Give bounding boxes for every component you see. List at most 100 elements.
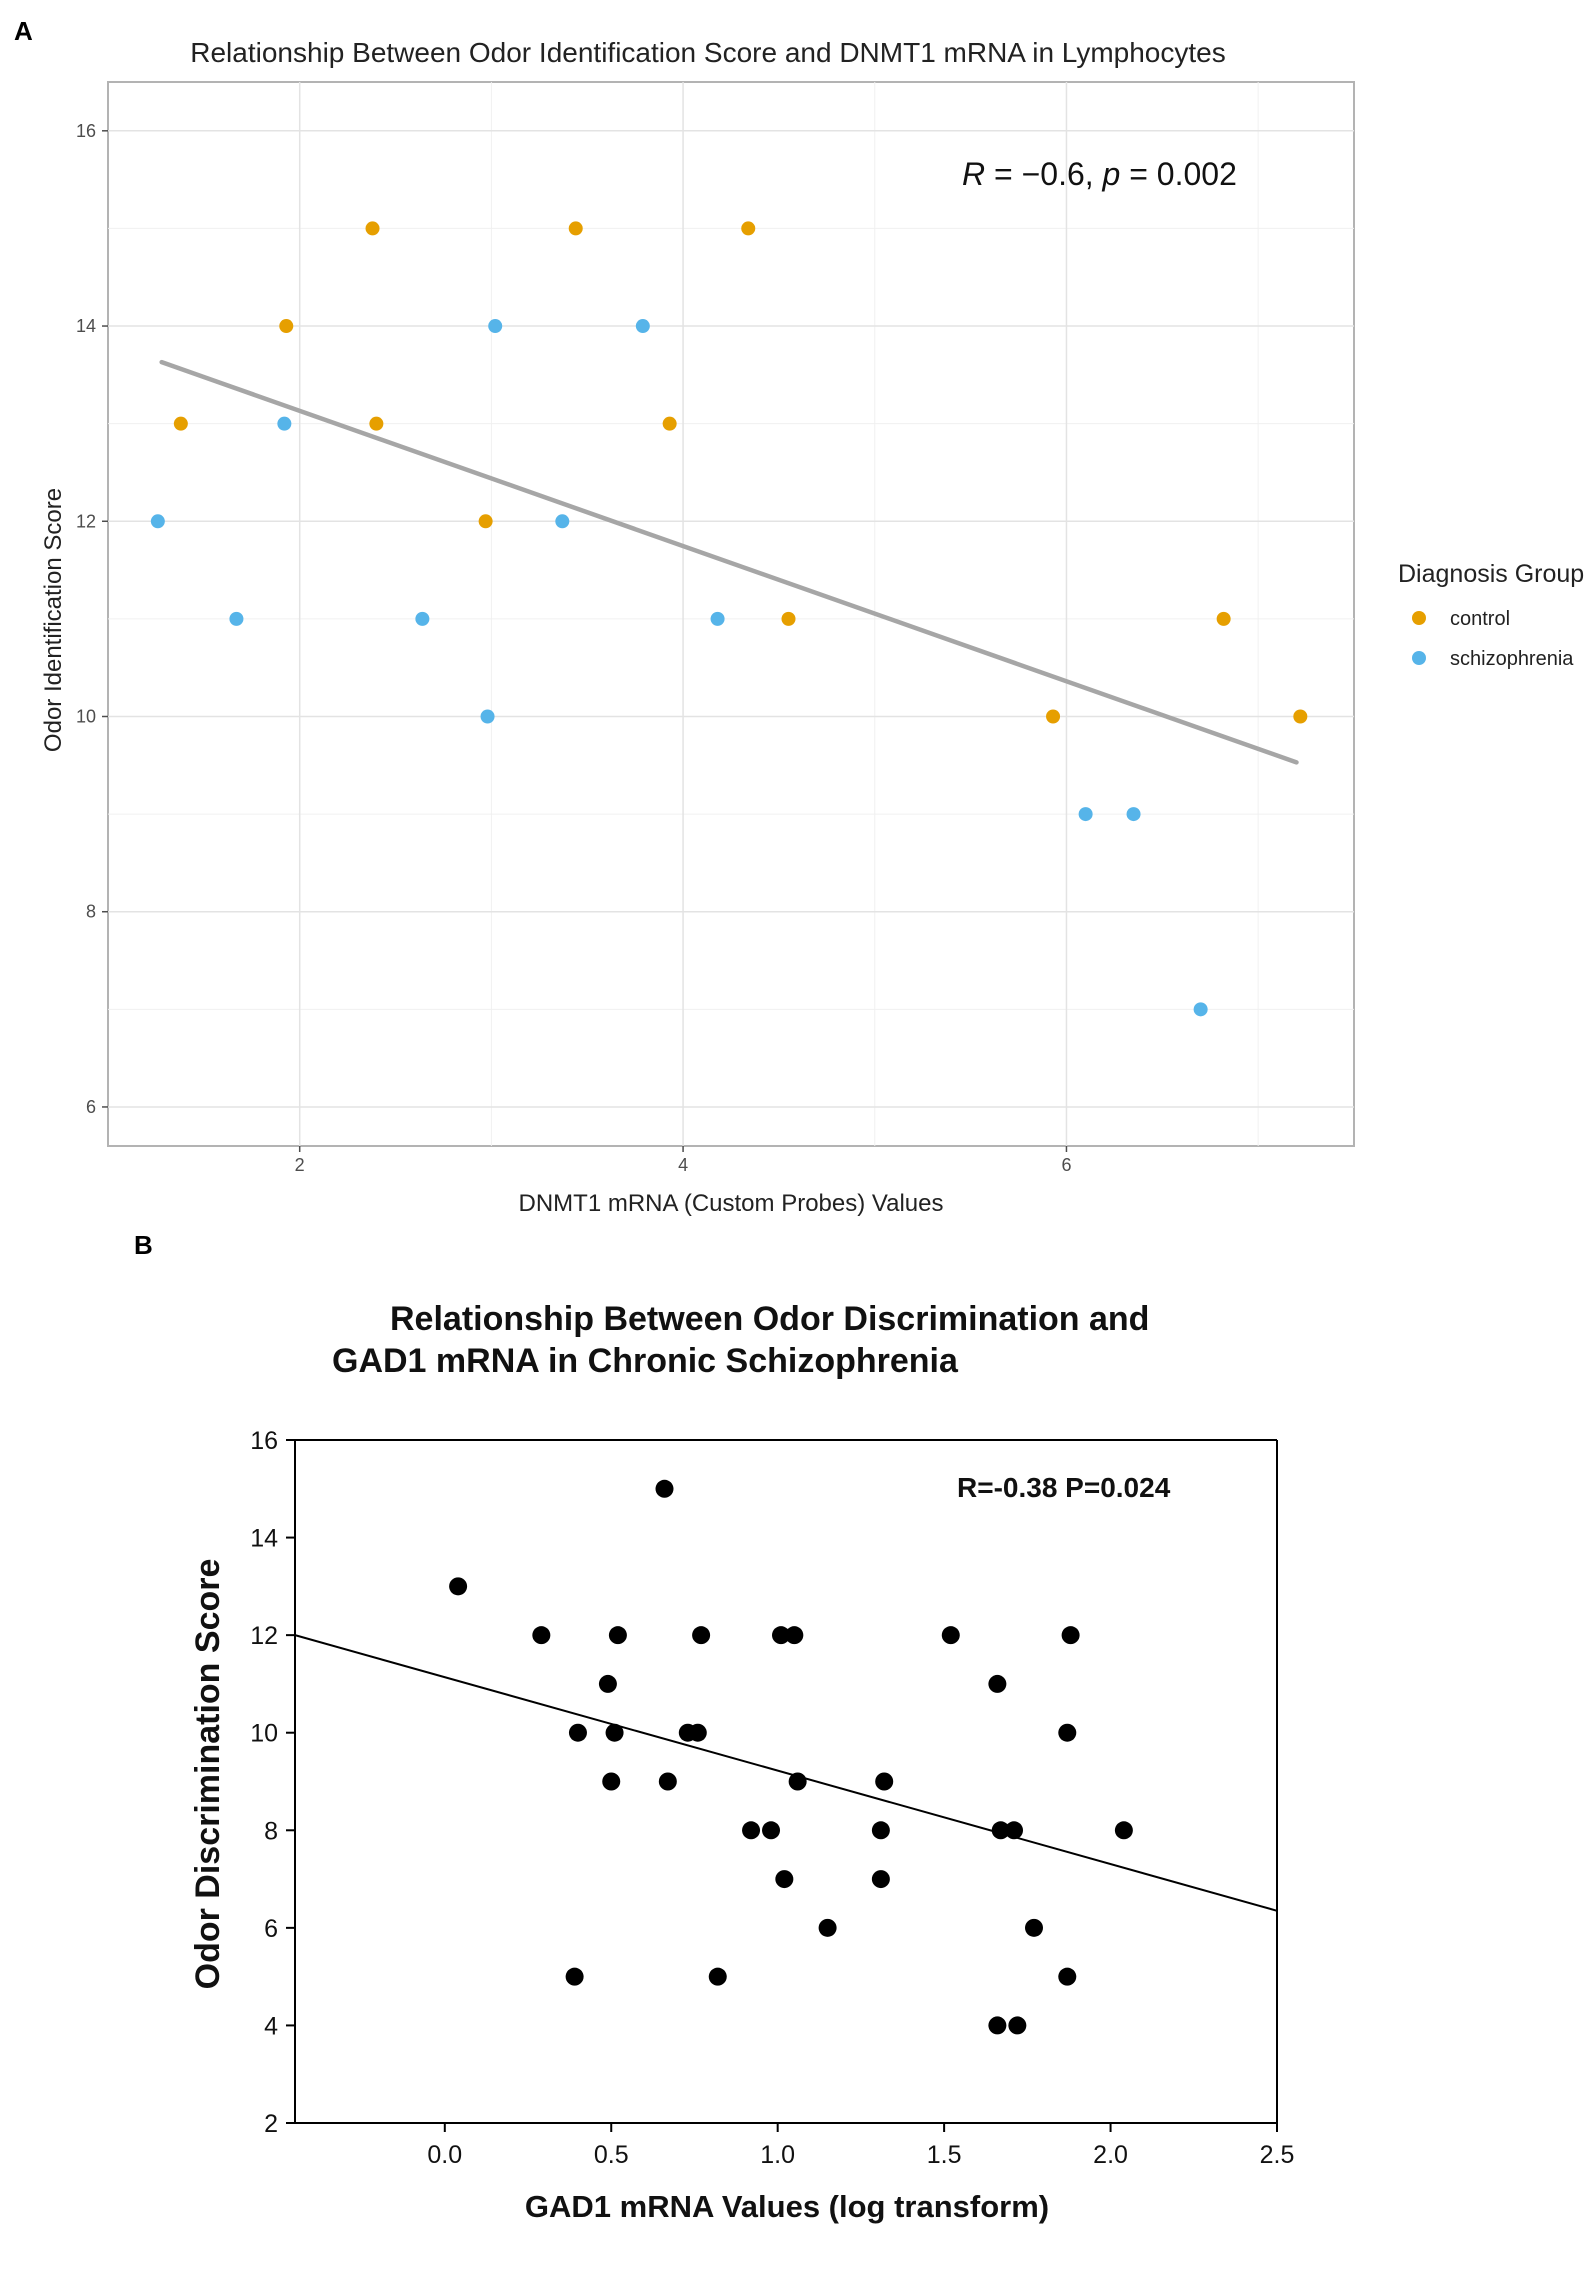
data-point [692, 1626, 711, 1645]
data-point [742, 1821, 761, 1840]
x-tick-label: 2 [295, 1155, 305, 1175]
panel-b-title-line-1: Relationship Between Odor Discrimination… [390, 1300, 1149, 1338]
panel-b-trend-line-group [294, 1634, 1278, 1912]
data-point [775, 1870, 794, 1889]
x-tick-label: 6 [1061, 1155, 1071, 1175]
data-point-control [369, 416, 384, 431]
data-point-schizophrenia [229, 611, 244, 626]
data-point [708, 1967, 727, 1986]
x-tick-label: 1.5 [927, 2141, 962, 2169]
x-tick-label: 2.5 [1260, 2141, 1295, 2169]
data-point-control [478, 514, 493, 529]
data-point-control [568, 221, 583, 236]
y-tick-label: 2 [264, 2110, 278, 2138]
data-point [988, 1674, 1007, 1693]
panel-a: A Relationship Between Odor Identificati… [14, 16, 1584, 1217]
data-point-schizophrenia [635, 319, 650, 334]
data-point-schizophrenia [710, 611, 725, 626]
data-point [941, 1626, 960, 1645]
data-point [762, 1821, 781, 1840]
y-tick-label: 8 [264, 1817, 278, 1845]
data-point [772, 1626, 791, 1645]
data-point [565, 1967, 584, 1986]
data-point-control [279, 319, 294, 334]
y-tick-label: 10 [250, 1720, 278, 1748]
panel-b-letter: B [134, 1230, 153, 1260]
panel-a-stat-r: R [962, 156, 985, 192]
data-point [598, 1674, 617, 1693]
data-point [602, 1772, 621, 1791]
panel-b-points [449, 1479, 1133, 2035]
x-tick-label: 1.0 [760, 2141, 795, 2169]
data-point [655, 1479, 674, 1498]
data-point-schizophrenia [1078, 807, 1093, 822]
data-point-schizophrenia [1126, 807, 1141, 822]
legend-control-marker [1412, 611, 1426, 625]
data-point-control [173, 416, 188, 431]
panel-a-points [150, 221, 1308, 1017]
data-point-schizophrenia [277, 416, 292, 431]
panel-b-stat-annotation: R=-0.38 P=0.024 [957, 1472, 1171, 1503]
data-point [788, 1772, 807, 1791]
data-point-schizophrenia [488, 319, 503, 334]
data-point [991, 1821, 1010, 1840]
panel-a-letter: A [14, 16, 33, 46]
data-point [608, 1626, 627, 1645]
panel-b-y-axis-label: Odor Discrimination Score [189, 1559, 227, 1990]
x-tick-label: 0.0 [427, 2141, 462, 2169]
data-point [871, 1821, 890, 1840]
y-tick-label: 16 [76, 121, 96, 141]
data-point-schizophrenia [1193, 1002, 1208, 1017]
panel-b-title-line-2: GAD1 mRNA in Chronic Schizophrenia [332, 1342, 959, 1380]
x-tick-label: 4 [678, 1155, 688, 1175]
data-point [1008, 2016, 1027, 2035]
trend-line [294, 1634, 1278, 1912]
data-point-schizophrenia [150, 514, 165, 529]
data-point [532, 1626, 551, 1645]
panel-a-stat-annotation: R = −0.6, p = 0.002 [962, 156, 1237, 192]
x-tick-label: 2.0 [1093, 2141, 1128, 2169]
y-tick-label: 12 [76, 511, 96, 531]
data-point [1061, 1626, 1080, 1645]
y-tick-label: 4 [264, 2012, 278, 2040]
data-point [449, 1577, 468, 1596]
data-point [871, 1870, 890, 1889]
data-point [658, 1772, 677, 1791]
data-point [818, 1918, 837, 1937]
legend-schizophrenia-marker [1412, 651, 1426, 665]
data-point-schizophrenia [415, 611, 430, 626]
x-tick-label: 0.5 [594, 2141, 629, 2169]
data-point-control [1293, 709, 1308, 724]
legend-control-label: control [1450, 608, 1510, 630]
data-point [1005, 1821, 1024, 1840]
data-point-control [1046, 709, 1061, 724]
panel-a-stat-r-value: = −0.6, [985, 156, 1102, 192]
data-point-control [781, 611, 796, 626]
panel-a-y-axis-label: Odor Identification Score [40, 488, 67, 752]
y-tick-label: 6 [264, 1915, 278, 1943]
panel-a-trend-line-group [159, 359, 1299, 765]
panel-a-plot-area [107, 81, 1355, 1147]
y-tick-label: 14 [250, 1525, 278, 1553]
data-point-schizophrenia [480, 709, 495, 724]
panel-a-ticks: 2 4 6 6 8 10 12 14 16 [76, 121, 1072, 1175]
data-point [875, 1772, 894, 1791]
panel-a-grid [108, 82, 1354, 1146]
data-point [988, 2016, 1007, 2035]
legend-title: Diagnosis Group [1398, 560, 1584, 588]
data-point-control [741, 221, 756, 236]
data-point [1058, 1967, 1077, 1986]
data-point [605, 1723, 624, 1742]
panel-a-title: Relationship Between Odor Identification… [190, 37, 1225, 68]
data-point-schizophrenia [555, 514, 570, 529]
panel-b: B Relationship Between Odor Discriminati… [134, 1230, 1294, 2224]
y-tick-label: 10 [76, 706, 96, 726]
y-tick-label: 6 [86, 1097, 96, 1117]
panel-a-stat-p: p [1102, 156, 1121, 192]
data-point [1058, 1723, 1077, 1742]
data-point [688, 1723, 707, 1742]
panel-a-stat-p-value: = 0.002 [1120, 156, 1237, 192]
panel-a-x-axis-label: DNMT1 mRNA (Custom Probes) Values [519, 1190, 944, 1217]
